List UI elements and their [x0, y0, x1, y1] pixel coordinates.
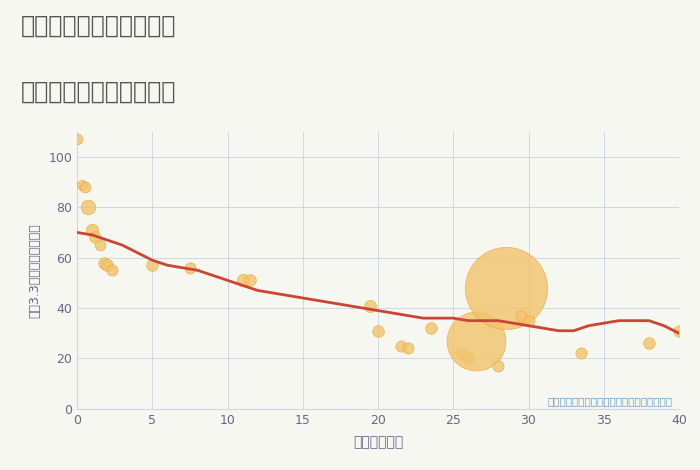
- Point: [395, 342, 406, 350]
- Point: [76, 181, 87, 188]
- Point: [470, 337, 482, 345]
- Point: [673, 327, 685, 335]
- Point: [94, 241, 105, 249]
- Point: [575, 350, 587, 357]
- Point: [455, 350, 466, 357]
- Point: [184, 264, 195, 272]
- Point: [237, 276, 248, 284]
- Point: [372, 327, 384, 335]
- Point: [643, 340, 655, 347]
- Point: [90, 234, 101, 241]
- Point: [87, 226, 98, 234]
- Y-axis label: 坪（3.3㎡）単価（万円）: 坪（3.3㎡）単価（万円）: [28, 223, 41, 318]
- Point: [99, 259, 110, 266]
- Text: 円の大きさは、取引のあった物件面積を示す: 円の大きさは、取引のあった物件面積を示す: [548, 396, 673, 407]
- Point: [82, 204, 93, 211]
- Point: [71, 135, 83, 143]
- Text: 築年数別中古戸建て価格: 築年数別中古戸建て価格: [21, 80, 176, 104]
- Point: [244, 276, 256, 284]
- Point: [493, 362, 504, 370]
- Point: [463, 355, 474, 362]
- Point: [102, 261, 113, 269]
- Point: [79, 183, 90, 191]
- Point: [147, 261, 158, 269]
- Point: [425, 324, 436, 332]
- Point: [523, 317, 534, 324]
- Point: [402, 345, 414, 352]
- Point: [365, 302, 376, 309]
- Point: [500, 284, 512, 292]
- Point: [106, 266, 117, 274]
- Point: [515, 312, 526, 320]
- Text: 埼玉県鴻巣市上生出塚の: 埼玉県鴻巣市上生出塚の: [21, 14, 176, 38]
- X-axis label: 築年数（年）: 築年数（年）: [353, 435, 403, 449]
